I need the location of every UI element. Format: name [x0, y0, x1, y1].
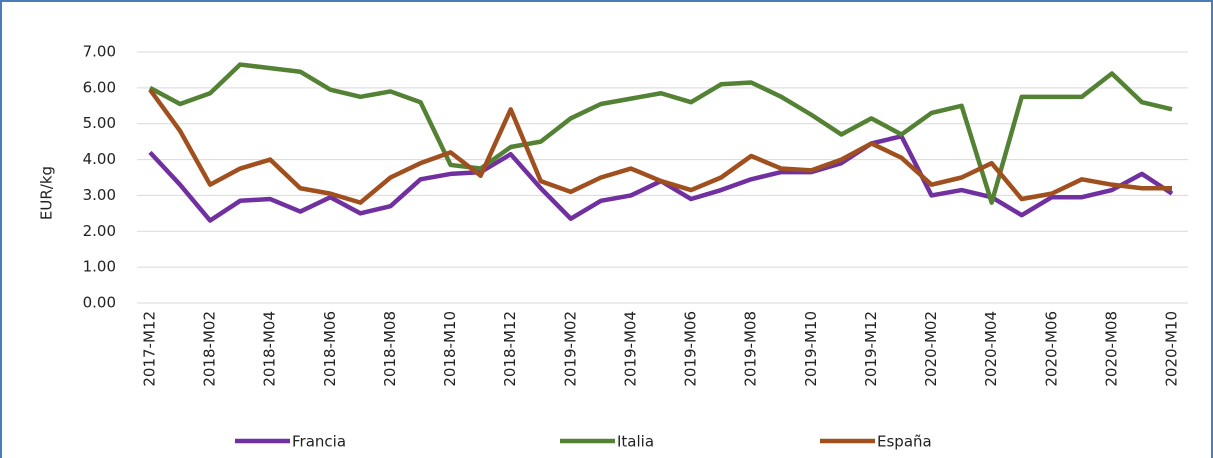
- series-line: [148, 134, 1174, 223]
- x-tick-label: 2018-M02: [201, 311, 219, 387]
- y-tick-label: 6.00: [83, 78, 116, 96]
- x-tick-label: 2017-M12: [141, 311, 159, 387]
- y-tick-label: 5.00: [83, 114, 116, 132]
- x-tick-label: 2019-M06: [682, 311, 700, 387]
- x-tick-label: 2019-M08: [742, 311, 760, 387]
- x-tick-label: 2019-M10: [802, 311, 820, 387]
- series-line: [148, 88, 1172, 205]
- x-tick-label: 2020-M02: [922, 311, 940, 387]
- x-tick-label: 2019-M04: [621, 311, 639, 387]
- series-line: [148, 62, 1173, 205]
- legend-label: España: [877, 433, 932, 451]
- y-tick-label: 3.00: [83, 186, 116, 204]
- y-tick-label: 7.00: [83, 43, 116, 61]
- y-tick-label: 1.00: [83, 258, 116, 276]
- x-tick-label: 2019-M12: [862, 311, 880, 387]
- x-tick-label: 2020-M10: [1163, 311, 1181, 387]
- y-tick-label: 4.00: [83, 150, 116, 168]
- x-tick-label: 2020-M04: [982, 311, 1000, 387]
- x-tick-label: 2018-M06: [321, 311, 339, 387]
- x-tick-label: 2020-M06: [1042, 311, 1060, 387]
- y-tick-label: 2.00: [83, 222, 116, 240]
- legend-label: Italia: [617, 433, 654, 451]
- y-tick-label: 0.00: [83, 294, 116, 312]
- x-tick-label: 2018-M04: [261, 311, 279, 387]
- x-tick-label: 2018-M10: [441, 311, 459, 387]
- legend-label: Francia: [292, 433, 346, 451]
- y-axis-label: EUR/kg: [38, 166, 56, 220]
- x-tick-label: 2020-M08: [1102, 311, 1120, 387]
- x-tick-label: 2019-M02: [561, 311, 579, 387]
- x-tick-label: 2018-M08: [381, 311, 399, 387]
- x-tick-label: 2018-M12: [501, 311, 519, 387]
